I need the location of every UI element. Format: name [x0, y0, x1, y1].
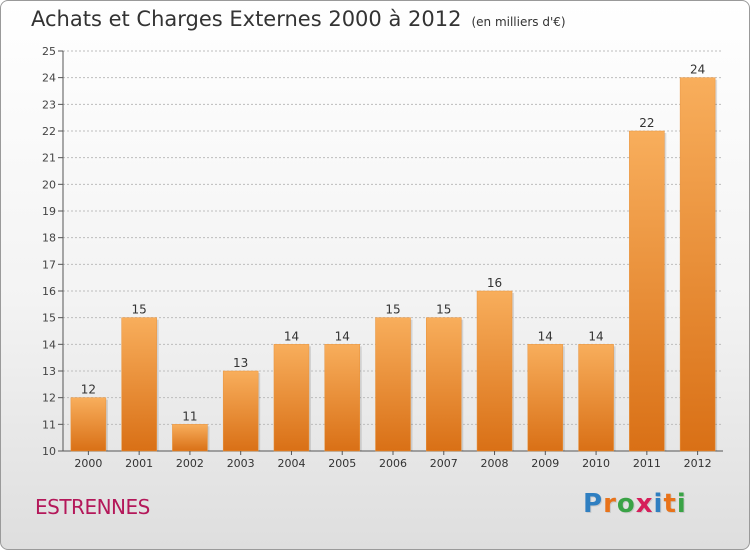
y-tick-label: 18 — [42, 232, 56, 245]
bar-value-label: 16 — [487, 276, 502, 290]
bar-value-label: 14 — [538, 329, 553, 343]
bar-value-label: 15 — [385, 303, 400, 317]
bar-value-label: 12 — [81, 383, 96, 397]
bar — [629, 130, 665, 452]
bar — [172, 424, 208, 452]
bar — [121, 317, 157, 452]
logo-letter: r — [603, 489, 617, 519]
x-tick-label: 2010 — [582, 457, 610, 470]
bar-value-label: 24 — [690, 63, 705, 77]
bar-value-label: 14 — [284, 329, 299, 343]
bar — [222, 370, 259, 452]
x-tick-label: 2002 — [176, 457, 204, 470]
bar-value-label: 11 — [182, 409, 197, 423]
y-tick-label: 17 — [42, 258, 56, 271]
bar — [70, 397, 107, 452]
logo-letter: i — [653, 489, 664, 519]
y-tick-label: 23 — [42, 98, 56, 111]
y-tick-label: 12 — [42, 392, 56, 405]
y-tick-label: 20 — [42, 178, 56, 191]
chart-title-text: Achats et Charges Externes 2000 à 2012 — [31, 7, 462, 31]
bar-value-label: 22 — [639, 116, 654, 130]
y-tick-label: 16 — [42, 285, 56, 298]
bar — [375, 317, 411, 452]
y-tick-label: 13 — [42, 365, 56, 378]
y-tick-label: 10 — [42, 445, 56, 458]
x-tick-label: 2007 — [430, 457, 458, 470]
logo-letter: t — [663, 489, 677, 519]
x-tick-label: 2011 — [633, 457, 661, 470]
y-tick-label: 14 — [42, 338, 56, 351]
bar-value-label: 14 — [335, 329, 350, 343]
bar — [426, 317, 462, 452]
proxiti-logo[interactable]: Proxiti — [583, 489, 687, 519]
x-tick-label: 2005 — [328, 457, 356, 470]
y-tick-label: 24 — [42, 72, 56, 85]
x-tick-label: 2009 — [531, 457, 559, 470]
y-tick-label: 25 — [42, 45, 56, 58]
bar-value-label: 14 — [588, 329, 603, 343]
x-tick-label: 2008 — [481, 457, 509, 470]
y-tick-label: 19 — [42, 205, 56, 218]
bar — [273, 344, 310, 452]
bar — [324, 344, 360, 452]
y-tick-label: 15 — [42, 312, 56, 325]
commune-name: ESTRENNES — [35, 495, 150, 519]
bar — [527, 344, 564, 452]
x-tick-label: 2006 — [379, 457, 407, 470]
bar-value-label: 15 — [436, 303, 451, 317]
y-tick-label: 21 — [42, 152, 56, 165]
bar-value-label: 15 — [132, 303, 147, 317]
bar — [679, 77, 716, 452]
x-tick-label: 2000 — [74, 457, 102, 470]
logo-letter: P — [583, 489, 604, 519]
logo-letter: x — [635, 489, 654, 519]
y-tick-label: 11 — [42, 418, 56, 431]
logo-letter: i — [676, 489, 687, 519]
x-tick-label: 2004 — [277, 457, 305, 470]
x-tick-label: 2003 — [227, 457, 255, 470]
y-tick-label: 22 — [42, 125, 56, 138]
chart-title: Achats et Charges Externes 2000 à 2012 (e… — [31, 7, 566, 31]
bar — [476, 290, 513, 452]
logo-letter: o — [616, 489, 636, 519]
bar-value-label: 13 — [233, 356, 248, 370]
bar — [578, 344, 614, 452]
x-tick-label: 2001 — [125, 457, 153, 470]
chart-subtitle: (en milliers d'€) — [471, 15, 566, 29]
x-tick-label: 2012 — [684, 457, 712, 470]
